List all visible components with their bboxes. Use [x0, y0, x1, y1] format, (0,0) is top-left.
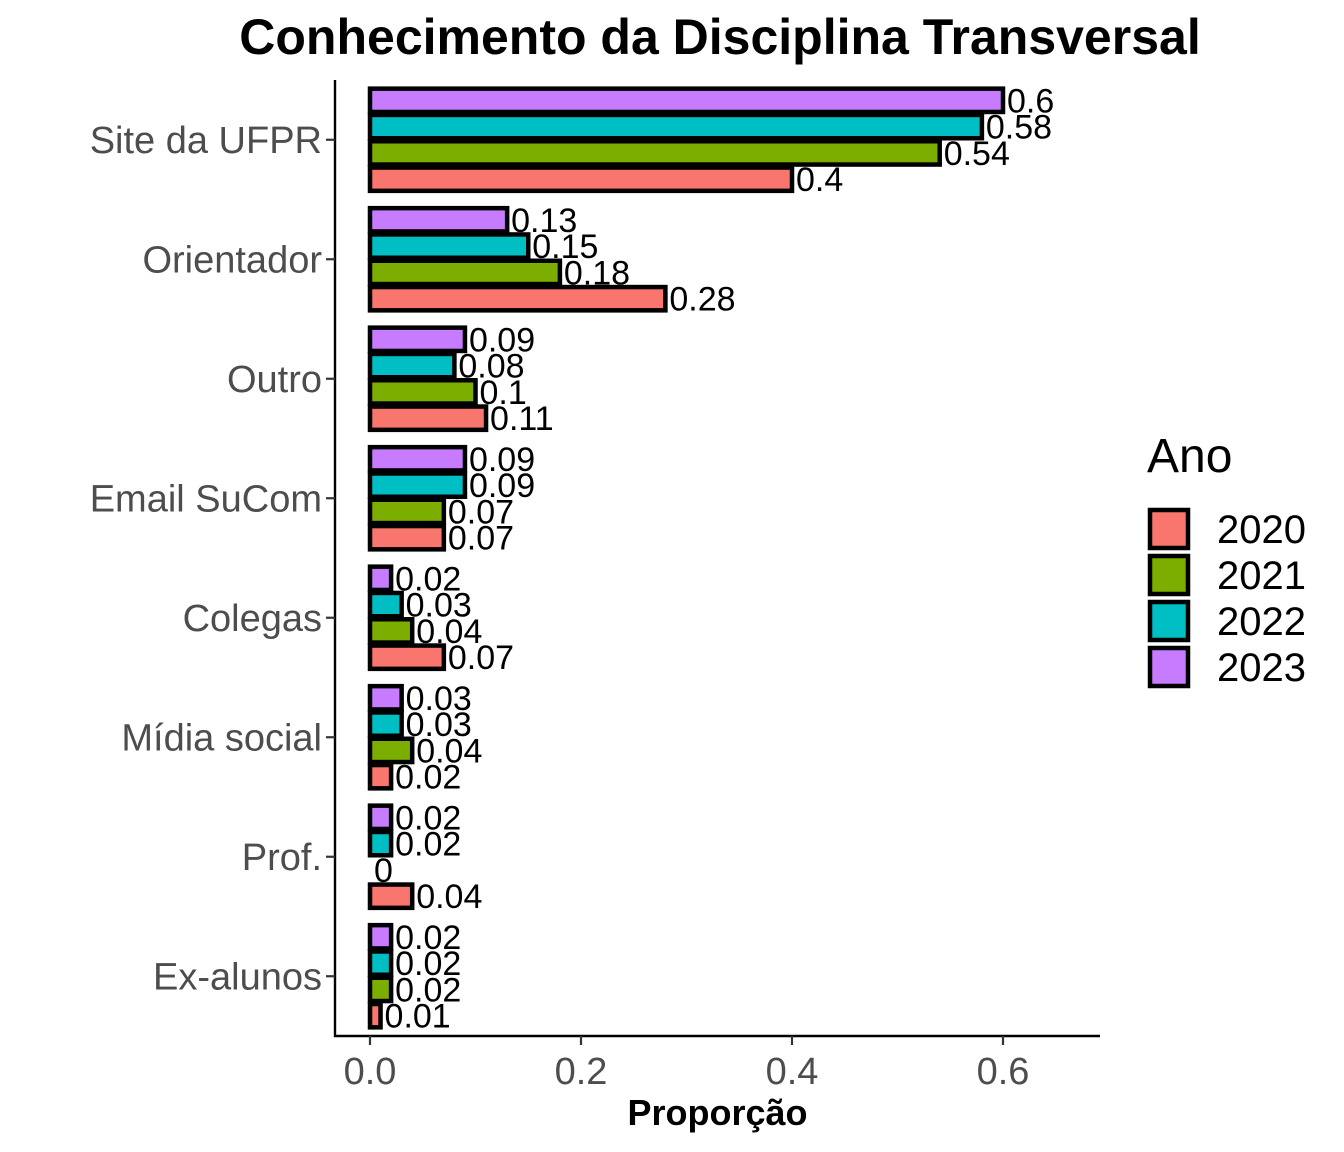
x-tick-label: 0.6: [977, 1051, 1030, 1093]
data-label-orientador-2022: 0.15: [532, 228, 598, 266]
data-label-midia-social-2021: 0.04: [416, 732, 482, 770]
legend-swatch-2022: [1147, 599, 1191, 643]
bar-prof-2023: [367, 803, 394, 832]
chart-title: Conhecimento da Disciplina Transversal: [239, 9, 1201, 65]
bar-orientador-2022: [367, 232, 531, 260]
data-label-colegas-2022: 0.03: [406, 587, 472, 625]
bar-prof-2022: [367, 829, 394, 858]
y-tick-label-ex-alunos: Ex-alunos: [153, 956, 322, 998]
y-tick-label-prof: Prof.: [242, 837, 322, 879]
y-tick-label-email-sucom: Email SuCom: [90, 478, 322, 520]
data-label-outro-2021: 0.1: [480, 374, 527, 412]
data-label-email-sucom-2020: 0.07: [448, 520, 514, 558]
data-label-ex-alunos-2023: 0.02: [395, 919, 461, 957]
bar-site-da-ufpr-2020: [367, 165, 795, 194]
data-label-site-da-ufpr-2021: 0.54: [944, 135, 1010, 173]
data-label-colegas-2021: 0.04: [416, 613, 482, 651]
data-label-prof-2020: 0.04: [416, 878, 482, 916]
bar-ex-alunos-2022: [367, 949, 394, 978]
data-label-prof-2023: 0.02: [395, 799, 461, 837]
data-label-outro-2022: 0.08: [458, 348, 524, 386]
data-label-ex-alunos-2021: 0.02: [395, 971, 461, 1009]
bar-outro-2021: [367, 378, 478, 406]
bar-site-da-ufpr-2022: [367, 112, 985, 141]
y-tick-label-site-da-ufpr: Site da UFPR: [90, 120, 322, 162]
data-label-prof-2021: 0: [374, 852, 393, 890]
bar-email-sucom-2020: [367, 523, 447, 552]
bar-ex-alunos-2023: [367, 922, 394, 951]
data-label-ex-alunos-2022: 0.02: [395, 945, 461, 983]
legend-label-2020: 2020: [1217, 508, 1306, 552]
y-tick-label-orientador: Orientador: [142, 239, 322, 281]
data-label-midia-social-2023: 0.03: [406, 680, 472, 718]
y-tick-label-midia-social: Mídia social: [121, 717, 322, 759]
data-label-prof-2022: 0.02: [395, 826, 461, 864]
data-label-outro-2020: 0.11: [490, 400, 554, 438]
bar-colegas-2022: [367, 590, 404, 619]
data-label-orientador-2023: 0.13: [511, 202, 577, 240]
legend-label-2022: 2022: [1217, 600, 1306, 644]
bar-colegas-2020: [367, 643, 447, 672]
bar-ex-alunos-2020: [367, 1001, 383, 1030]
bar-email-sucom-2021: [367, 497, 447, 526]
bar-email-sucom-2022: [367, 471, 468, 500]
x-tick-label: 0.4: [766, 1051, 819, 1093]
data-label-email-sucom-2022: 0.09: [469, 467, 535, 505]
data-label-colegas-2020: 0.07: [448, 639, 514, 677]
data-label-colegas-2023: 0.02: [395, 560, 461, 598]
bar-prof-2020: [367, 882, 415, 911]
x-tick-label: 0.2: [555, 1051, 608, 1093]
y-tick-label-outro: Outro: [227, 359, 322, 401]
legend-swatch-2023: [1147, 645, 1191, 689]
data-label-site-da-ufpr-2022: 0.58: [986, 109, 1052, 147]
data-label-email-sucom-2021: 0.07: [448, 493, 514, 531]
bar-site-da-ufpr-2021: [367, 139, 942, 167]
bar-email-sucom-2023: [367, 444, 468, 473]
legend-swatch-2020: [1147, 507, 1191, 551]
data-label-email-sucom-2023: 0.09: [469, 441, 535, 479]
data-label-site-da-ufpr-2020: 0.4: [796, 161, 843, 199]
data-label-outro-2023: 0.09: [469, 321, 535, 359]
bar-orientador-2021: [367, 258, 563, 287]
legend-label-2023: 2023: [1217, 646, 1306, 690]
x-tick-label: 0.0: [344, 1051, 397, 1093]
bar-midia-social-2020: [367, 762, 394, 791]
bar-orientador-2023: [367, 205, 510, 234]
data-label-site-da-ufpr-2023: 0.6: [1007, 82, 1054, 120]
bar-site-da-ufpr-2023: [367, 86, 1006, 115]
bar-midia-social-2021: [367, 736, 415, 765]
data-label-ex-alunos-2020: 0.01: [385, 998, 451, 1036]
bar-orientador-2020: [367, 284, 668, 313]
legend-swatch-2021: [1147, 553, 1191, 597]
bar-outro-2020: [367, 404, 489, 433]
bar-colegas-2023: [367, 564, 394, 593]
bar-outro-2022: [367, 351, 457, 380]
legend-title: Ano: [1147, 430, 1232, 483]
bar-colegas-2021: [367, 617, 415, 645]
legend-label-2021: 2021: [1217, 554, 1306, 598]
bar-midia-social-2023: [367, 683, 404, 712]
data-label-midia-social-2020: 0.02: [395, 759, 461, 797]
x-axis-label: Proporção: [627, 1092, 808, 1133]
bar-outro-2023: [367, 325, 468, 354]
y-tick-label-colegas: Colegas: [183, 598, 322, 640]
bar-ex-alunos-2021: [367, 975, 394, 1004]
data-label-orientador-2021: 0.18: [564, 254, 630, 292]
data-label-orientador-2020: 0.28: [669, 281, 735, 319]
bar-midia-social-2022: [367, 710, 404, 739]
data-label-midia-social-2022: 0.03: [406, 706, 472, 744]
